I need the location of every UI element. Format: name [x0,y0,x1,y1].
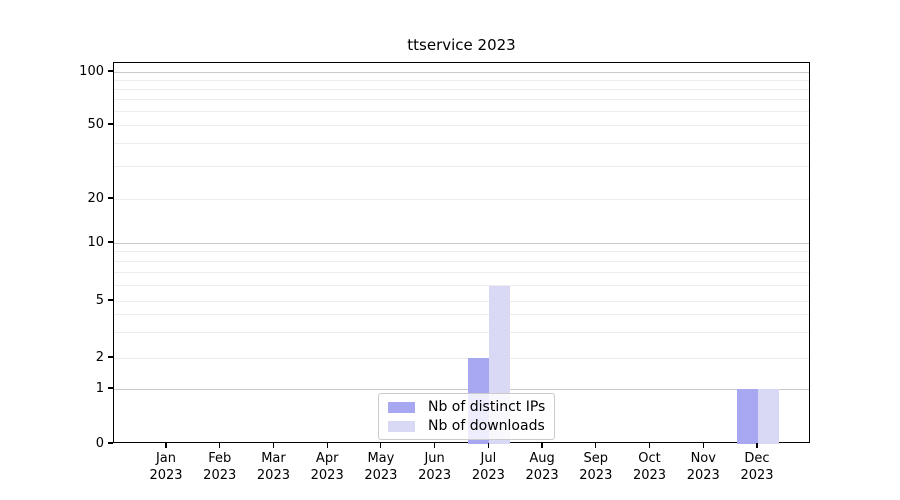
x-tick-mark [541,443,543,448]
x-tick-mark [272,443,275,448]
x-tick-mark [165,443,167,448]
x-tick-year: 2023 [418,467,452,483]
x-tick-mark [487,443,489,448]
minor-gridline [114,110,809,112]
minor-gridline [114,79,809,81]
x-tick-label: May 2023 [351,451,411,484]
x-tick-year: 2023 [686,467,720,483]
bar-nb-of-downloads-dec [757,389,779,444]
x-tick-mark [326,443,328,448]
x-tick-year: 2023 [364,467,398,483]
y-tick-label: 0 [95,435,104,451]
y-tick-label: 2 [95,349,104,365]
x-tick-month: Jul [480,451,497,466]
x-tick-label: Apr 2023 [297,451,357,484]
x-tick-month: Jan [155,451,177,466]
x-tick-month: Jun [424,451,445,466]
legend-swatch-nb-of-distinct-ips [388,401,415,413]
y-tick-mark [108,241,113,243]
minor-gridline [114,124,809,126]
y-tick-mark [108,442,113,444]
chart-title: ttservice 2023 [407,36,516,54]
x-tick-month: Mar [261,451,286,466]
y-tick-label: 5 [95,292,104,308]
plot-area [113,62,810,444]
x-tick-label: Mar 2023 [243,451,303,484]
x-tick-year: 2023 [525,467,559,483]
x-tick-month: Aug [529,451,555,466]
bar-nb-of-distinct-ips-dec [736,389,758,444]
x-tick-year: 2023 [310,467,344,483]
minor-gridline [114,272,809,274]
minor-gridline [114,314,809,316]
minor-gridline [114,251,809,253]
y-tick-mark [108,387,113,389]
x-tick-label: Aug 2023 [512,451,572,484]
x-tick-mark [434,443,436,448]
x-tick-month: Nov [690,451,716,466]
x-tick-year: 2023 [256,467,290,483]
x-tick-month: Sep [583,451,609,466]
major-gridline [114,388,809,390]
y-tick-label: 20 [87,190,104,206]
legend-label: Nb of downloads [428,418,545,434]
x-tick-label: Jul 2023 [458,451,518,484]
minor-gridline [114,357,809,359]
minor-gridline [114,142,809,144]
x-tick-year: 2023 [471,467,505,483]
legend: Nb of distinct IPs Nb of downloads [378,393,556,440]
x-tick-mark [219,443,221,448]
x-tick-label: Dec 2023 [727,451,787,484]
x-tick-mark [595,443,597,448]
legend-item: Nb of distinct IPs [388,400,545,414]
legend-label: Nb of distinct IPs [428,399,546,415]
major-gridline [114,71,809,73]
y-tick-mark [108,299,113,301]
major-gridline [114,242,809,244]
legend-swatch-nb-of-downloads [388,420,415,432]
minor-gridline [114,198,809,200]
x-tick-label: Jan 2023 [136,451,196,484]
x-tick-label: Feb 2023 [190,451,250,484]
x-tick-label: Nov 2023 [673,451,733,484]
x-tick-month: Apr [315,451,339,466]
x-tick-mark [756,443,758,448]
x-tick-mark [648,443,651,448]
y-tick-label: 10 [87,234,104,250]
minor-gridline [114,285,809,287]
x-tick-label: Oct 2023 [620,451,680,484]
x-tick-label: Sep 2023 [566,451,626,484]
x-tick-mark [380,443,382,448]
y-tick-mark [108,356,113,358]
x-tick-year: 2023 [579,467,613,483]
minor-gridline [114,88,809,90]
y-tick-label: 50 [87,116,104,132]
x-tick-month: May [367,451,395,466]
minor-gridline [114,300,809,302]
minor-gridline [114,98,809,100]
x-tick-year: 2023 [740,467,774,483]
y-tick-mark [108,123,113,125]
x-tick-label: Jun 2023 [405,451,465,484]
x-tick-mark [702,443,704,448]
minor-gridline [114,332,809,334]
minor-gridline [114,165,809,167]
y-tick-label: 1 [95,380,104,396]
x-tick-year: 2023 [632,467,667,483]
x-tick-month: Feb [208,451,232,466]
y-tick-mark [108,197,113,199]
x-tick-year: 2023 [149,467,183,483]
x-tick-year: 2023 [203,467,237,483]
x-tick-month: Dec [744,451,770,466]
x-tick-month: Oct [638,451,661,466]
minor-gridline [114,261,809,263]
y-tick-label: 100 [79,63,104,79]
legend-item: Nb of downloads [388,419,545,433]
y-tick-mark [108,70,113,72]
